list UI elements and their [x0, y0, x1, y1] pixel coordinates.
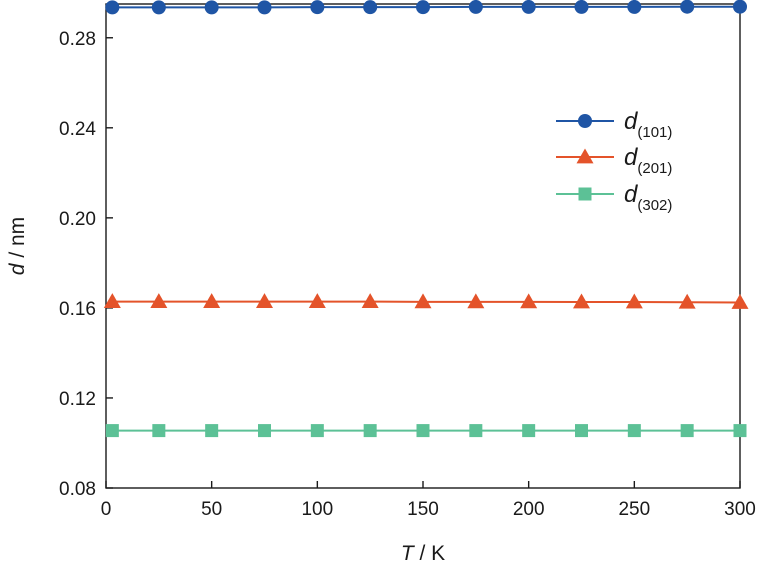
legend-label: d(302): [624, 181, 672, 214]
y-tick-label: 0.16: [59, 299, 96, 320]
plot-frame: [105, 3, 741, 489]
x-axis-label-unit: / K: [414, 542, 446, 565]
data-point: [573, 293, 590, 309]
axes: 0 50 100 150 200 250 300 0.08 0.12 0.16 0.20 0.24 0.…: [6, 3, 756, 565]
series-d(101): [105, 0, 747, 15]
y-axis-label-unit: / nm: [6, 217, 29, 264]
y-tick-label: 0.12: [59, 389, 96, 410]
y-tick-label: 0.28: [59, 29, 96, 50]
y-axis-label-symbol: d: [6, 262, 29, 275]
series-d(201): [103, 293, 749, 309]
data-point: [680, 0, 695, 14]
legend-label-subscript: (101): [637, 124, 672, 141]
data-point: [469, 424, 483, 438]
legend-label-symbol: d: [624, 144, 638, 171]
legend-entry: d(302): [556, 181, 672, 214]
data-point: [105, 424, 119, 438]
data-point: [150, 293, 168, 308]
legend-label-symbol: d: [624, 181, 638, 208]
x-tick-label: 50: [201, 499, 222, 520]
legend-marker: [578, 114, 592, 128]
data-point: [520, 293, 538, 309]
series-layer: [103, 0, 749, 438]
data-point: [361, 293, 379, 308]
x-tick-label: 150: [407, 499, 439, 520]
legend-label: d(201): [624, 144, 672, 177]
data-point: [574, 0, 589, 14]
y-tick-label: 0.08: [59, 479, 96, 500]
series-d(302): [105, 424, 747, 438]
data-point: [521, 0, 536, 14]
data-point: [416, 0, 430, 15]
legend-marker: [576, 148, 594, 164]
legend-label-subscript: (302): [637, 197, 672, 214]
data-point: [680, 424, 694, 438]
data-point: [105, 0, 120, 15]
data-point: [627, 424, 641, 438]
data-point: [575, 424, 588, 438]
data-point: [467, 293, 485, 309]
data-point: [733, 424, 747, 438]
data-point: [678, 293, 696, 309]
data-point: [468, 0, 483, 14]
data-point: [627, 0, 642, 14]
data-point: [310, 0, 325, 15]
data-point: [308, 293, 326, 308]
y-axis-label: d / nm: [6, 217, 29, 275]
data-point: [258, 424, 271, 438]
legend-entry: d(101): [556, 108, 672, 141]
data-point: [205, 424, 219, 438]
data-point: [733, 0, 747, 14]
x-tick-label: 0: [101, 499, 112, 520]
data-point: [363, 424, 377, 438]
data-point: [731, 294, 749, 309]
data-point: [414, 293, 432, 309]
data-point: [152, 424, 166, 438]
data-point: [103, 293, 121, 308]
legend-entry: d(201): [556, 144, 672, 177]
legend-marker: [578, 187, 592, 201]
legend-label: d(101): [624, 108, 672, 141]
x-tick-label: 300: [724, 499, 756, 520]
data-point: [522, 424, 536, 438]
data-point: [203, 293, 221, 308]
data-point: [257, 0, 272, 15]
x-tick-label: 100: [301, 499, 333, 520]
y-tick-label: 0.24: [59, 119, 96, 140]
data-point: [256, 293, 273, 308]
y-tick-label: 0.20: [59, 209, 96, 230]
x-axis-label-symbol: T: [401, 542, 416, 565]
x-axis-label: T / K: [401, 542, 445, 565]
data-point: [151, 0, 166, 15]
legend: d(101)d(201)d(302): [556, 108, 672, 214]
legend-label-symbol: d: [624, 108, 638, 135]
x-tick-label: 250: [618, 499, 650, 520]
data-point: [204, 0, 219, 15]
data-point: [625, 293, 643, 309]
x-tick-label: 200: [513, 499, 545, 520]
data-point: [310, 424, 324, 438]
legend-label-subscript: (201): [637, 160, 672, 177]
data-point: [416, 424, 430, 438]
data-point: [363, 0, 378, 15]
